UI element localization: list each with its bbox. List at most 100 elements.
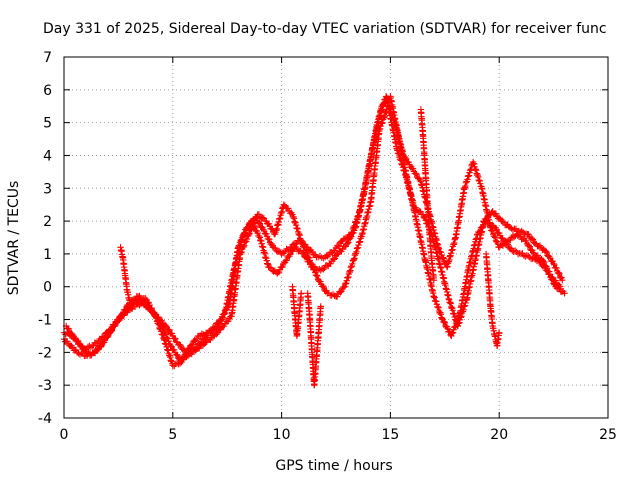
data-point <box>292 241 299 248</box>
data-point <box>511 247 519 254</box>
data-point <box>256 220 264 227</box>
data-point <box>272 245 279 252</box>
data-point <box>313 272 320 279</box>
data-point <box>238 248 245 256</box>
x-tick-label: 10 <box>273 427 291 443</box>
data-point <box>176 360 184 367</box>
data-point <box>268 240 275 248</box>
data-point <box>213 331 220 338</box>
data-point <box>413 170 420 178</box>
data-point <box>224 318 231 325</box>
data-point <box>224 304 231 312</box>
series-spike-19-7h <box>482 250 503 349</box>
data-point <box>496 329 503 336</box>
data-point <box>344 239 351 247</box>
data-point <box>162 329 169 337</box>
y-tick-label: 4 <box>43 148 52 164</box>
data-point <box>241 229 248 236</box>
y-tick-label: -1 <box>38 313 52 329</box>
data-point <box>435 245 443 252</box>
data-point <box>525 252 532 260</box>
data-point <box>351 222 358 229</box>
data-point <box>180 353 187 360</box>
data-point <box>409 165 417 172</box>
data-point <box>241 242 248 249</box>
data-point <box>320 283 328 291</box>
data-point <box>338 288 345 295</box>
data-point <box>337 289 344 296</box>
data-point <box>304 250 311 257</box>
y-tick-label: -3 <box>38 378 52 394</box>
data-point <box>221 310 228 317</box>
data-point <box>484 214 491 222</box>
data-point <box>488 227 496 234</box>
data-point <box>198 330 206 337</box>
data-point <box>283 256 291 264</box>
y-tick-label: 6 <box>43 83 52 99</box>
y-axis-label: SDTVAR / TECUs <box>6 181 22 296</box>
data-point <box>552 277 559 284</box>
data-point <box>254 229 261 237</box>
data-point <box>522 253 529 260</box>
data-point <box>430 293 438 300</box>
data-point <box>111 321 119 328</box>
data-point <box>245 231 253 238</box>
data-point <box>448 332 455 340</box>
data-point <box>355 212 362 219</box>
data-point <box>327 260 334 267</box>
data-point <box>300 243 308 250</box>
data-point <box>491 232 498 240</box>
data-point <box>176 341 183 348</box>
data-point <box>324 253 331 260</box>
y-tick-label: 3 <box>43 181 52 197</box>
data-point <box>128 303 135 310</box>
data-point <box>556 283 564 290</box>
data-point <box>496 214 503 222</box>
data-point <box>173 359 181 367</box>
data-point <box>543 264 551 272</box>
data-point <box>259 214 266 221</box>
data-point <box>431 294 438 301</box>
data-point <box>255 232 263 240</box>
data-point <box>499 217 506 225</box>
series-spike-16-5h <box>417 106 438 284</box>
data-point <box>546 268 553 275</box>
x-tick-label: 15 <box>381 427 399 443</box>
y-tick-label: -2 <box>38 345 52 361</box>
data-point <box>65 325 72 333</box>
data-point <box>556 270 563 277</box>
data-point <box>246 230 253 237</box>
data-point <box>243 224 250 231</box>
series-spike-11-5h <box>304 290 324 389</box>
data-point <box>526 243 533 250</box>
data-point <box>189 341 196 348</box>
data-point <box>320 266 327 273</box>
axes: 0 5 10 15 20 25 -4 -3 -2 -1 0 1 2 3 4 5 6 7 <box>38 50 617 443</box>
data-point <box>540 258 547 265</box>
y-tick-label: 0 <box>43 280 52 296</box>
x-tick-label: 25 <box>599 427 617 443</box>
data-point <box>280 201 287 208</box>
data-point <box>163 334 170 341</box>
data-point <box>238 237 245 244</box>
data-point <box>250 220 257 228</box>
data-point <box>334 243 342 250</box>
data-point <box>559 276 566 284</box>
data-point <box>317 278 324 285</box>
x-tick-label: 20 <box>490 427 508 443</box>
data-point <box>509 226 517 234</box>
data-point <box>214 329 221 337</box>
data-point <box>255 219 263 226</box>
data-point <box>317 303 324 310</box>
data-point <box>301 244 308 251</box>
data-point <box>309 262 316 270</box>
grid <box>64 57 608 418</box>
data-point <box>353 215 361 223</box>
data-point <box>379 119 386 126</box>
x-tick-label: 0 <box>60 427 69 443</box>
data-point <box>146 305 154 312</box>
data-point <box>174 351 181 359</box>
data-point <box>491 234 499 241</box>
data-point <box>307 259 314 267</box>
data-point <box>288 244 295 251</box>
